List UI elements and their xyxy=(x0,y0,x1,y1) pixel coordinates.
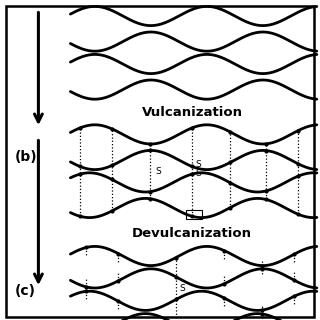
Text: Vulcanization: Vulcanization xyxy=(141,106,243,118)
Text: S: S xyxy=(155,166,161,176)
Text: S: S xyxy=(196,160,202,169)
Text: (c): (c) xyxy=(15,284,36,298)
FancyBboxPatch shape xyxy=(186,210,202,219)
Text: Devulcanization: Devulcanization xyxy=(132,227,252,240)
Text: S: S xyxy=(180,284,186,293)
Text: (b): (b) xyxy=(14,150,37,164)
Text: S: S xyxy=(196,169,202,178)
